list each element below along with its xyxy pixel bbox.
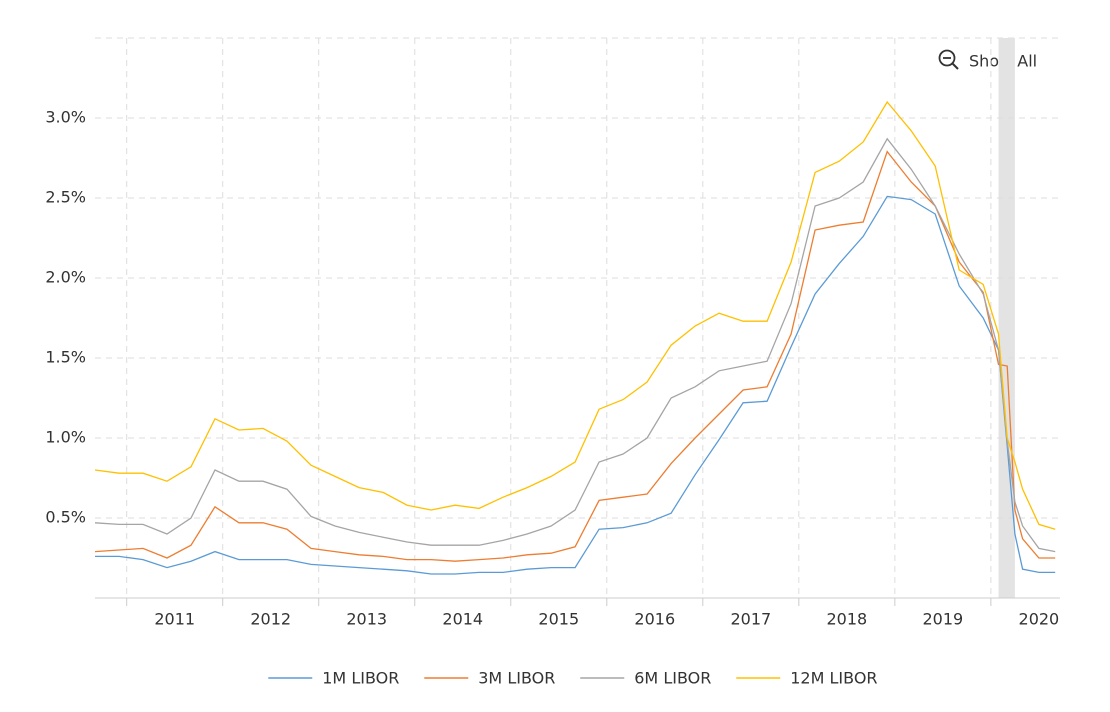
y-tick-label: 2.5% (45, 188, 86, 207)
legend-item[interactable]: 6M LIBOR (580, 669, 711, 688)
series-line (94, 137, 1056, 553)
series-line (94, 150, 1056, 562)
zoom-icon-handle (951, 62, 959, 70)
y-tick-label: 1.5% (45, 348, 86, 367)
series-line (95, 195, 1056, 575)
x-tick-label: 2013 (346, 610, 387, 629)
y-tick-label: 1.0% (45, 428, 86, 447)
legend-label: 6M LIBOR (634, 669, 711, 688)
x-tick-label: 2016 (634, 610, 675, 629)
legend-label: 1M LIBOR (322, 669, 399, 688)
series-line (94, 100, 1056, 530)
x-tick-label: 2018 (826, 610, 867, 629)
x-tick-label: 2011 (154, 610, 195, 629)
legend-item[interactable]: 1M LIBOR (268, 669, 399, 688)
x-tick-label: 2019 (922, 610, 963, 629)
x-tick-label: 2017 (730, 610, 771, 629)
x-tick-label: 2020 (1019, 610, 1060, 629)
legend-label: 3M LIBOR (478, 669, 555, 688)
y-tick-label: 3.0% (45, 108, 86, 127)
recession-band (998, 38, 1015, 598)
legend-label: 12M LIBOR (790, 669, 877, 688)
legend-item[interactable]: 3M LIBOR (424, 669, 555, 688)
zoom-icon (938, 49, 956, 67)
x-tick-label: 2014 (442, 610, 483, 629)
x-tick-label: 2015 (538, 610, 579, 629)
legend-item[interactable]: 12M LIBOR (736, 669, 878, 688)
show-all-button[interactable]: Show All (938, 49, 1038, 71)
legend: 1M LIBOR 3M LIBOR 6M LIBOR 12M LIBOR (268, 669, 878, 688)
x-tick-label: 2012 (250, 610, 291, 629)
y-tick-label: 0.5% (45, 508, 86, 527)
y-tick-label: 2.0% (45, 268, 86, 287)
